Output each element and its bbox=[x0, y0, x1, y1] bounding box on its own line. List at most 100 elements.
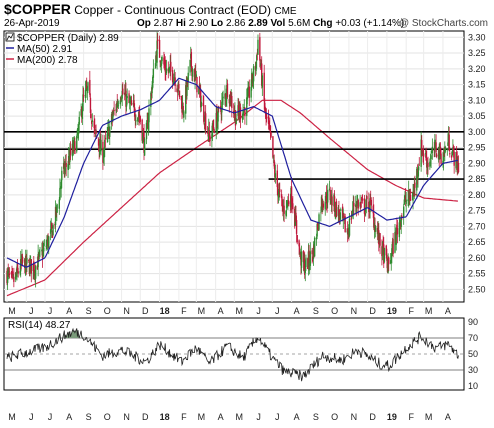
price-month-label: J bbox=[275, 306, 280, 316]
price-month-label: 18 bbox=[160, 306, 170, 316]
price-month-label: A bbox=[218, 306, 224, 316]
rsi-month-label: A bbox=[294, 412, 300, 422]
rsi-month-label: J bbox=[256, 412, 261, 422]
price-month-label: J bbox=[29, 306, 34, 316]
rsi-month-label: D bbox=[369, 412, 376, 422]
rsi-month-label: M bbox=[236, 412, 244, 422]
price-month-label: A bbox=[294, 306, 300, 316]
rsi-month-label: O bbox=[104, 412, 111, 422]
rsi-path bbox=[6, 327, 459, 382]
rsi-axis: 10 30 50 70 90 bbox=[468, 317, 478, 391]
price-tick-label: 2.65 bbox=[468, 237, 486, 247]
price-month-label: D bbox=[369, 306, 376, 316]
price-month-label: M bbox=[236, 306, 244, 316]
price-month-label: O bbox=[104, 306, 111, 316]
exchange: CME bbox=[274, 6, 297, 17]
rsi-month-label: N bbox=[123, 412, 130, 422]
ma50-path bbox=[6, 77, 459, 268]
rsi-month-label: J bbox=[48, 412, 53, 422]
rsi-month-label: M bbox=[198, 412, 206, 422]
rsi-month-label: S bbox=[313, 412, 319, 422]
change-value: +0.03 (+1.14%) bbox=[335, 18, 405, 29]
rsi-overbought-area bbox=[65, 328, 79, 338]
rsi-month-label: J bbox=[29, 412, 34, 422]
stockcharts-credit: @ StockCharts.com bbox=[398, 18, 488, 29]
price-month-label: J bbox=[256, 306, 261, 316]
ma200-path bbox=[6, 99, 458, 297]
price-tick-label: 2.55 bbox=[468, 269, 486, 279]
price-tick-label: 3.00 bbox=[468, 127, 486, 137]
price-month-label: F bbox=[181, 306, 187, 316]
chart-header: $COPPER Copper - Continuous Contract (EO… bbox=[4, 1, 297, 17]
price-tick-label: 3.10 bbox=[468, 95, 486, 105]
price-month-label: S bbox=[86, 306, 92, 316]
ma50-line bbox=[6, 77, 459, 268]
price-tick-label: 2.95 bbox=[468, 143, 486, 153]
rsi-month-label: S bbox=[86, 412, 92, 422]
price-bars bbox=[6, 31, 460, 290]
price-tick-label: 2.70 bbox=[468, 221, 486, 231]
rsi-month-label: A bbox=[66, 412, 72, 422]
price-month-label: D bbox=[142, 306, 149, 316]
price-tick-label: 2.50 bbox=[468, 284, 486, 294]
rsi-month-label: F bbox=[181, 412, 187, 422]
rsi-month-label: A bbox=[445, 412, 451, 422]
rsi-month-label: 19 bbox=[387, 412, 397, 422]
high-value: 2.90 bbox=[188, 18, 209, 29]
rsi-tick-label: 50 bbox=[468, 349, 478, 359]
ma200-line bbox=[6, 99, 458, 297]
rsi-month-label: M bbox=[425, 412, 433, 422]
price-tick-label: 3.20 bbox=[468, 64, 486, 74]
quote-date: 26-Apr-2019 bbox=[4, 18, 60, 29]
legend-ma200: MA(200) 2.78 bbox=[17, 55, 78, 66]
price-month-label: M bbox=[198, 306, 206, 316]
price-month-label: O bbox=[331, 306, 338, 316]
rsi-month-label: N bbox=[351, 412, 358, 422]
price-month-axis: M J J A S O N D 18 F M A M J J A S O N D 19 F M A bbox=[8, 306, 451, 316]
legend-ma50: MA(50) 2.91 bbox=[17, 44, 72, 55]
price-month-label: M bbox=[8, 306, 16, 316]
rsi-month-label: M bbox=[8, 412, 16, 422]
price-legend: $COPPER (Daily) 2.89 MA(50) 2.91 MA(200)… bbox=[5, 32, 119, 66]
price-tick-label: 2.75 bbox=[468, 206, 486, 216]
symbol: $COPPER bbox=[4, 1, 71, 17]
low-value: 2.86 bbox=[225, 18, 246, 29]
legend-price: $COPPER (Daily) 2.89 bbox=[17, 33, 119, 44]
rsi-tick-label: 90 bbox=[468, 317, 478, 327]
price-month-label: N bbox=[123, 306, 130, 316]
instrument-name: Copper - Continuous Contract (EOD) bbox=[74, 3, 272, 17]
price-month-label: M bbox=[425, 306, 433, 316]
price-month-label: 19 bbox=[387, 306, 397, 316]
rsi-tick-label: 30 bbox=[468, 365, 478, 375]
price-tick-label: 3.15 bbox=[468, 80, 486, 90]
price-tick-label: 3.30 bbox=[468, 32, 486, 42]
quote-line: Op 2.87 Hi 2.90 Lo 2.86 2.89 Vol 5.6M Ch… bbox=[137, 18, 405, 29]
rsi-line bbox=[6, 327, 459, 382]
price-axis: 2.50 2.55 2.60 2.65 2.70 2.75 2.80 2.85 2.90 2.95… bbox=[468, 32, 486, 294]
price-tick-label: 3.05 bbox=[468, 111, 486, 121]
legend-rsi: RSI(14) 48.27 bbox=[8, 320, 71, 331]
rsi-tick-label: 10 bbox=[468, 381, 478, 391]
price-month-label: A bbox=[66, 306, 72, 316]
price-tick-label: 2.60 bbox=[468, 253, 486, 263]
open-value: 2.87 bbox=[153, 18, 174, 29]
price-month-label: S bbox=[313, 306, 319, 316]
rsi-month-label: O bbox=[331, 412, 338, 422]
price-month-label: N bbox=[351, 306, 358, 316]
price-tick-label: 2.80 bbox=[468, 190, 486, 200]
rsi-month-label: A bbox=[218, 412, 224, 422]
support-resistance-lines bbox=[4, 131, 464, 180]
price-month-label: F bbox=[408, 306, 414, 316]
price-tick-label: 2.85 bbox=[468, 174, 486, 184]
price-tick-label: 2.90 bbox=[468, 158, 486, 168]
rsi-month-axis: M J J A S O N D 18 F M A M J J A S O N D 19 F M A bbox=[8, 412, 451, 422]
price-tick-label: 3.25 bbox=[468, 48, 486, 58]
rsi-tick-label: 70 bbox=[468, 333, 478, 343]
rsi-month-label: F bbox=[408, 412, 414, 422]
close-value: 2.89 bbox=[248, 18, 268, 29]
rsi-month-label: D bbox=[142, 412, 149, 422]
price-month-label: J bbox=[48, 306, 53, 316]
price-month-label: A bbox=[445, 306, 451, 316]
rsi-month-label: 18 bbox=[160, 412, 170, 422]
